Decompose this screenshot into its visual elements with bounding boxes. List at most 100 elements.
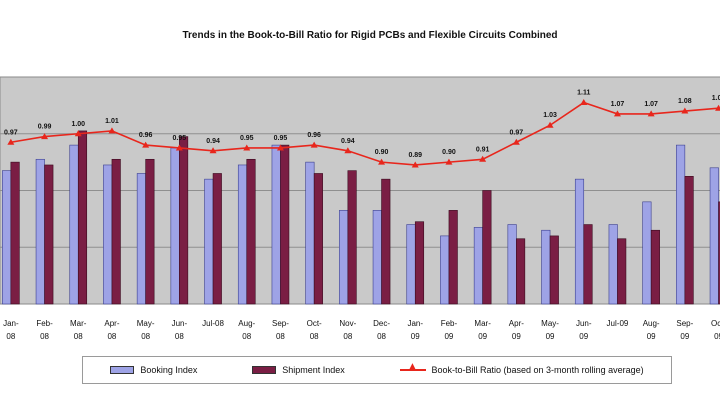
- shipment-bar: [516, 238, 526, 305]
- shipment-bar: [179, 136, 189, 305]
- shipment-bar: [280, 144, 290, 305]
- x-tick-label-year: 09: [512, 332, 521, 341]
- shipment-bar: [583, 224, 593, 305]
- ratio-marker: [378, 158, 386, 165]
- booking-bar: [507, 224, 517, 305]
- booking-bar: [103, 164, 113, 305]
- x-tick-label-year: 08: [175, 332, 184, 341]
- booking-bar: [676, 144, 686, 305]
- ratio-data-label: 1.07: [611, 101, 625, 108]
- ratio-marker: [209, 147, 217, 154]
- shipment-bar: [549, 235, 559, 305]
- shipment-bar: [381, 178, 391, 305]
- booking-bar: [642, 201, 652, 305]
- booking-bar: [305, 161, 315, 305]
- x-tick-labels: Jan- 08 Feb- 08 Mar- 08 Apr- 08 May- 08 Jun- 08 Jul-…: [3, 319, 720, 341]
- ratio-marker: [479, 155, 487, 162]
- legend-swatch-booking: [110, 366, 135, 374]
- x-tick-label-year: 09: [478, 332, 487, 341]
- shipment-bar: [617, 238, 627, 305]
- shipment-bar: [111, 158, 121, 305]
- x-tick-label: Oct-: [711, 319, 720, 328]
- booking-bar: [541, 229, 551, 305]
- booking-bar: [35, 158, 45, 305]
- shipment-bar: [44, 164, 54, 305]
- ratio-marker: [175, 144, 183, 151]
- ratio-data-label: 0.94: [206, 138, 220, 145]
- ratio-marker: [681, 107, 689, 114]
- ratio-data-label: 0.90: [442, 149, 456, 156]
- x-tick-label-year: 08: [141, 332, 150, 341]
- ratio-data-label: 0.89: [408, 152, 422, 159]
- ratio-marker: [445, 158, 453, 165]
- ratio-marker: [7, 138, 15, 145]
- legend-label-shipment: Shipment Index: [282, 365, 345, 375]
- x-tick-label: Oct-: [307, 319, 322, 328]
- ratio-data-label: 1.03: [543, 112, 557, 119]
- legend-item-shipment: Shipment Index: [252, 365, 345, 375]
- ratio-marker: [580, 99, 588, 106]
- booking-bar: [339, 210, 349, 305]
- shipment-bar: [347, 170, 357, 305]
- x-tick-label: Apr-: [104, 319, 119, 328]
- ratio-marker: [243, 144, 251, 151]
- booking-bar: [372, 210, 382, 305]
- ratio-marker: [512, 138, 520, 145]
- booking-bar: [170, 147, 180, 305]
- x-tick-label-year: 08: [343, 332, 352, 341]
- shipment-bar: [414, 221, 425, 305]
- ratio-data-label: 1.11: [577, 90, 590, 97]
- x-tick-label-year: 08: [74, 332, 83, 341]
- ratio-marker: [344, 147, 352, 154]
- shipment-bar: [684, 176, 694, 305]
- x-tick-label-year: 09: [647, 332, 656, 341]
- x-tick-label-year: 08: [377, 332, 386, 341]
- legend-item-ratio: Book-to-Bill Ratio (based on 3-month rol…: [399, 361, 644, 375]
- ratio-marker: [647, 110, 655, 117]
- legend-swatch-shipment: [252, 366, 277, 374]
- x-tick-label: Aug-: [643, 319, 660, 328]
- x-tick-label: Jun-: [576, 319, 592, 328]
- x-tick-label: Jul-08: [202, 319, 224, 328]
- x-tick-label: Mar-: [70, 319, 87, 328]
- ratio-data-label: 1.00: [71, 121, 85, 128]
- x-tick-label-year: 09: [546, 332, 555, 341]
- ratio-marker: [276, 144, 284, 151]
- x-tick-label-year: 08: [107, 332, 116, 341]
- ratio-data-label: 0.90: [375, 149, 389, 156]
- booking-bar: [271, 144, 281, 305]
- ratio-marker: [310, 141, 318, 148]
- shipment-bar: [313, 173, 323, 305]
- x-tick-label-year: 09: [579, 332, 588, 341]
- ratio-data-label: 0.95: [274, 135, 288, 142]
- shipment-bar: [10, 161, 20, 305]
- ratio-marker: [142, 141, 150, 148]
- ratio-data-label: 1.01: [105, 118, 119, 125]
- ratio-data-label: 0.91: [476, 146, 490, 153]
- x-tick-label-year: 09: [714, 332, 720, 341]
- booking-bar: [136, 173, 146, 305]
- x-tick-label-year: 09: [411, 332, 420, 341]
- ratio-data-label: 1.08: [678, 98, 692, 105]
- shipment-bar: [482, 190, 492, 305]
- ratio-marker: [411, 161, 419, 168]
- x-tick-label: Aug-: [238, 319, 255, 328]
- ratio-line: [7, 99, 720, 168]
- ratio-marker: [41, 133, 49, 140]
- x-tick-label-year: 09: [680, 332, 689, 341]
- x-tick-label-year: 08: [276, 332, 285, 341]
- x-tick-label-year: 09: [444, 332, 453, 341]
- x-tick-label: May-: [137, 319, 155, 328]
- x-tick-label: Jan-: [3, 319, 19, 328]
- ratio-data-label: 0.97: [4, 129, 18, 136]
- booking-bar: [2, 170, 12, 305]
- x-tick-label: Dec-: [373, 319, 390, 328]
- shipment-bar: [77, 130, 88, 305]
- shipment-bar: [650, 229, 660, 305]
- legend-label-ratio: Book-to-Bill Ratio (based on 3-month rol…: [431, 365, 644, 375]
- ratio-data-label: 1.09: [712, 95, 720, 102]
- shipment-bar: [246, 158, 256, 305]
- ratio-data-label: 0.95: [240, 135, 254, 142]
- ratio-data-label: 0.95: [173, 135, 187, 142]
